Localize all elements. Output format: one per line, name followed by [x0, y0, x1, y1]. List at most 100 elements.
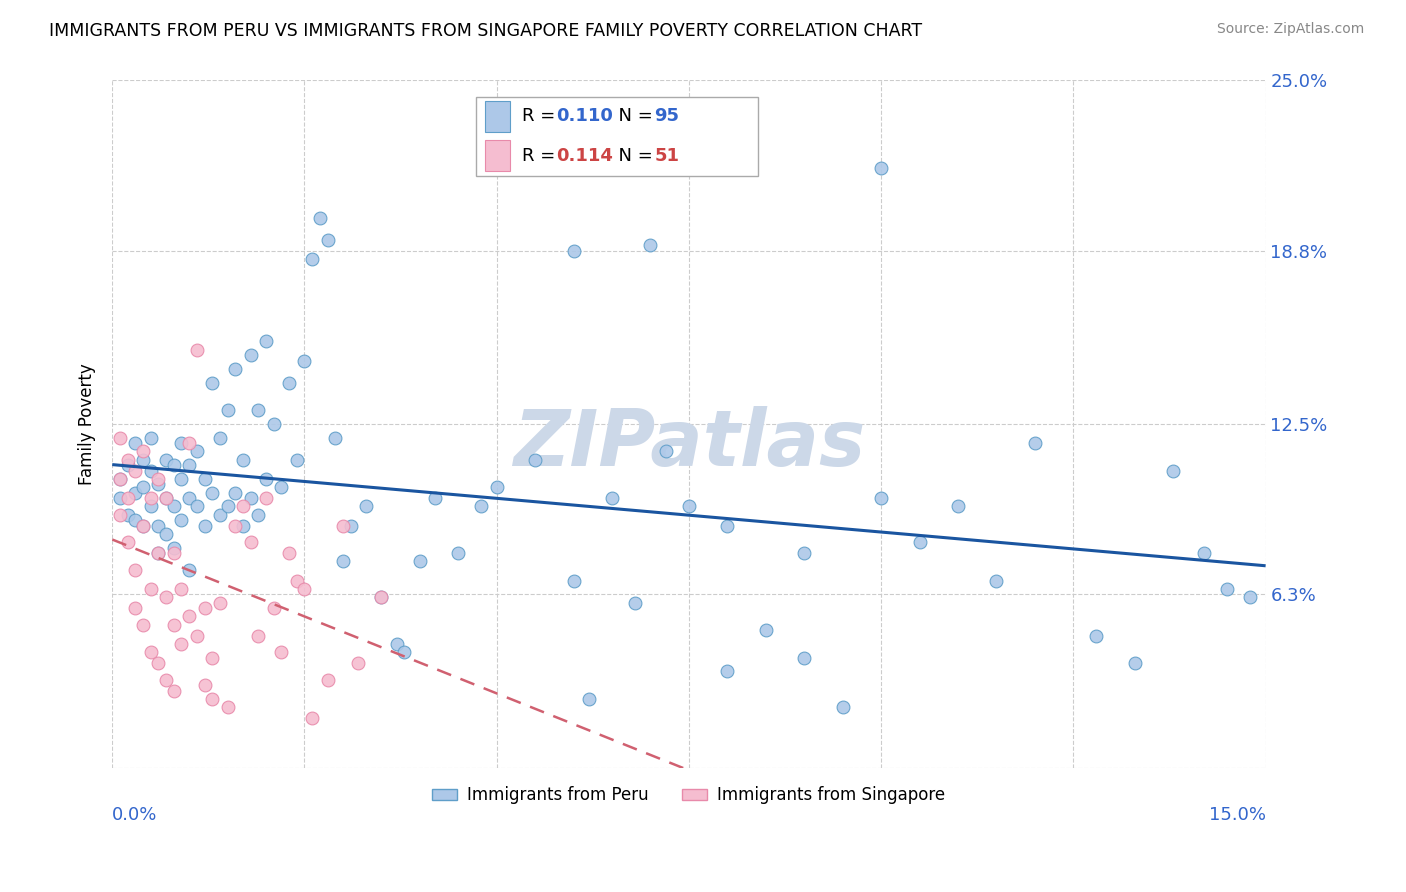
- Point: [155, 491, 177, 505]
- Point: [155, 590, 177, 604]
- Point: [124, 436, 146, 450]
- Point: [578, 692, 600, 706]
- Point: [624, 596, 647, 610]
- Point: [132, 452, 155, 467]
- Point: [170, 472, 193, 486]
- Point: [179, 609, 201, 624]
- Point: [425, 491, 447, 505]
- Point: [148, 472, 170, 486]
- Point: [132, 480, 155, 494]
- Point: [278, 546, 301, 560]
- Point: [139, 431, 162, 445]
- Point: [354, 500, 377, 514]
- Point: [316, 233, 339, 247]
- Point: [1192, 546, 1215, 560]
- Point: [239, 535, 262, 549]
- Point: [170, 582, 193, 596]
- Point: [193, 472, 215, 486]
- Point: [332, 554, 354, 568]
- Point: [485, 480, 508, 494]
- Point: [232, 500, 254, 514]
- Point: [148, 656, 170, 670]
- Point: [179, 563, 201, 577]
- Point: [562, 244, 585, 258]
- Point: [117, 458, 139, 472]
- Point: [201, 376, 224, 390]
- Point: [232, 452, 254, 467]
- Point: [370, 590, 392, 604]
- Point: [155, 527, 177, 541]
- Point: [163, 683, 186, 698]
- Point: [170, 513, 193, 527]
- FancyBboxPatch shape: [485, 101, 510, 132]
- Point: [179, 436, 201, 450]
- Point: [285, 574, 308, 588]
- Point: [716, 518, 738, 533]
- Legend: Immigrants from Peru, Immigrants from Singapore: Immigrants from Peru, Immigrants from Si…: [426, 780, 952, 811]
- Point: [655, 444, 678, 458]
- Point: [270, 645, 292, 659]
- Point: [831, 700, 853, 714]
- Point: [170, 436, 193, 450]
- Point: [132, 518, 155, 533]
- Point: [263, 601, 285, 615]
- Point: [108, 431, 131, 445]
- Point: [193, 601, 215, 615]
- Point: [332, 518, 354, 533]
- Point: [323, 431, 346, 445]
- Point: [155, 673, 177, 687]
- Point: [186, 343, 208, 357]
- Point: [124, 601, 146, 615]
- Point: [524, 452, 547, 467]
- Point: [370, 590, 392, 604]
- Point: [139, 645, 162, 659]
- Point: [132, 617, 155, 632]
- Point: [139, 500, 162, 514]
- Point: [163, 617, 186, 632]
- Point: [640, 238, 662, 252]
- Point: [163, 546, 186, 560]
- Point: [117, 491, 139, 505]
- Point: [148, 546, 170, 560]
- Point: [247, 508, 270, 522]
- Point: [294, 353, 316, 368]
- Point: [870, 491, 893, 505]
- Point: [347, 656, 370, 670]
- Point: [163, 458, 186, 472]
- Point: [986, 574, 1008, 588]
- Point: [755, 623, 778, 637]
- Point: [394, 645, 416, 659]
- Point: [155, 452, 177, 467]
- FancyBboxPatch shape: [475, 97, 758, 177]
- Point: [117, 535, 139, 549]
- Point: [117, 508, 139, 522]
- Point: [139, 491, 162, 505]
- Point: [224, 518, 246, 533]
- Point: [124, 563, 146, 577]
- Point: [108, 491, 131, 505]
- Point: [285, 452, 308, 467]
- Point: [148, 477, 170, 491]
- Point: [1123, 656, 1146, 670]
- Text: N =: N =: [607, 107, 658, 126]
- Text: R =: R =: [522, 107, 561, 126]
- Point: [186, 629, 208, 643]
- Point: [793, 650, 815, 665]
- Point: [108, 472, 131, 486]
- Point: [263, 417, 285, 431]
- Point: [600, 491, 623, 505]
- Text: 0.0%: 0.0%: [112, 805, 157, 823]
- Text: 95: 95: [654, 107, 679, 126]
- Point: [163, 500, 186, 514]
- Point: [470, 500, 492, 514]
- Point: [1216, 582, 1239, 596]
- Point: [562, 574, 585, 588]
- Point: [270, 480, 292, 494]
- Point: [294, 582, 316, 596]
- Point: [254, 491, 277, 505]
- Point: [385, 637, 408, 651]
- Text: 0.114: 0.114: [557, 146, 613, 165]
- Point: [132, 444, 155, 458]
- Point: [193, 678, 215, 692]
- Point: [254, 334, 277, 349]
